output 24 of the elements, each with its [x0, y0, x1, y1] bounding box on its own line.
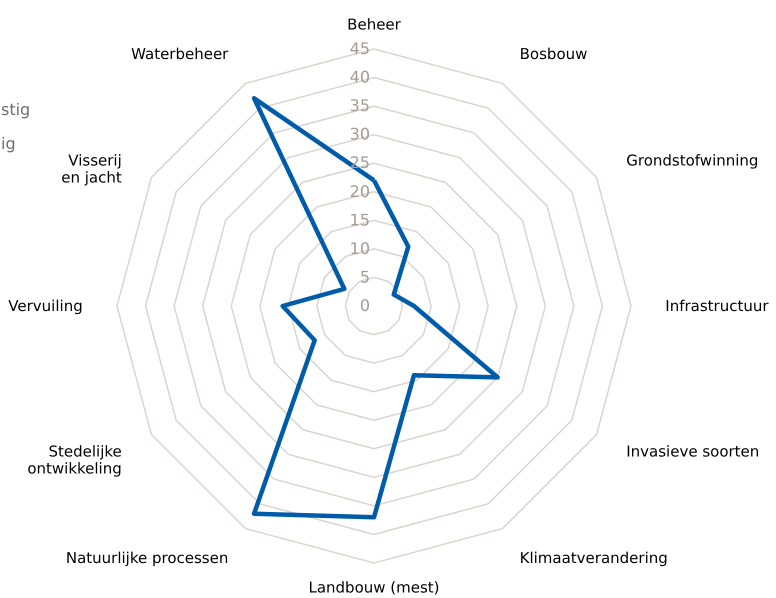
- spoke-label: Landbouw (mest): [308, 578, 440, 597]
- spoke-label: Waterbeheer: [131, 44, 230, 63]
- text: ig: [1, 134, 16, 153]
- y-tick-label: 30: [350, 124, 370, 144]
- text: stig: [1, 100, 30, 119]
- y-tick-label: 10: [350, 238, 370, 258]
- spoke-label: Bosbouw: [520, 44, 588, 63]
- spoke-label: Klimaatverandering: [520, 549, 668, 568]
- y-tick-label: 45: [350, 39, 370, 58]
- spoke-label: Invasieve soorten: [626, 442, 760, 461]
- spoke-label: Beheer: [347, 15, 402, 34]
- spoke-label: Natuurlijke processen: [66, 549, 228, 568]
- spoke-label: Vervuiling: [8, 297, 83, 315]
- y-tick-label: 15: [350, 210, 370, 230]
- spoke-label: Grondstofwinning: [626, 151, 758, 170]
- y-tick-label: 5: [360, 267, 370, 286]
- y-tick-label: 0: [360, 296, 370, 315]
- spoke-label: Stedelijke ontwikkeling: [27, 442, 122, 478]
- y-tick-label: 20: [350, 182, 370, 201]
- y-tick-label: 40: [350, 68, 370, 87]
- spoke-label: Infrastructuur: [665, 297, 770, 315]
- y-tick-label: 25: [350, 153, 370, 172]
- y-tick-label: 35: [350, 96, 370, 116]
- spoke-label: Visserij en jacht: [61, 151, 122, 186]
